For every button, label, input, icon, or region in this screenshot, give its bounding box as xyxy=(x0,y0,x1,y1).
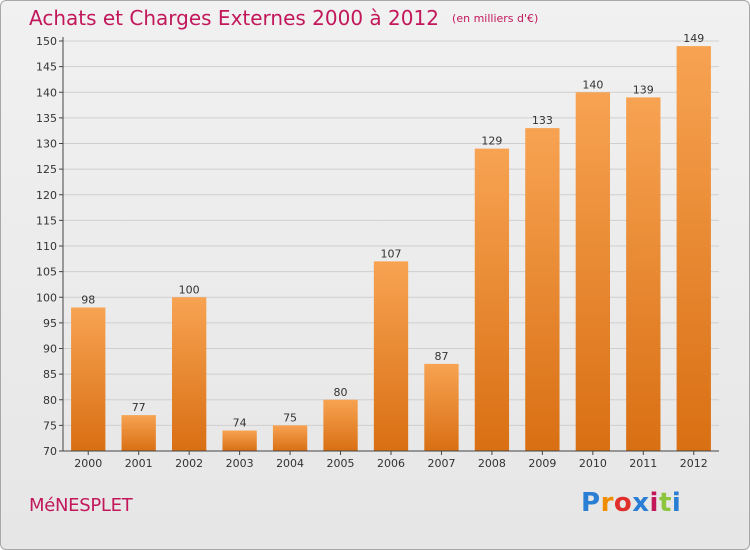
x-tick-label: 2012 xyxy=(680,457,708,470)
bar xyxy=(424,363,459,451)
bar-value-label: 77 xyxy=(132,401,146,414)
bar xyxy=(474,148,510,451)
bar-value-label: 100 xyxy=(179,283,200,296)
y-tick-label: 115 xyxy=(36,214,57,227)
logo-letter: i xyxy=(671,488,682,518)
bar-value-label: 87 xyxy=(434,350,448,363)
chart-title-block: Achats et Charges Externes 2000 à 2012 (… xyxy=(29,6,538,30)
y-tick-label: 70 xyxy=(43,445,57,458)
logo-letter: r xyxy=(600,488,614,518)
chart-subtitle: (en milliers d'€) xyxy=(452,12,539,25)
bar xyxy=(272,425,308,451)
bar-value-label: 149 xyxy=(683,32,704,45)
y-tick-label: 125 xyxy=(36,163,57,176)
bar-value-label: 107 xyxy=(381,247,402,260)
y-tick-label: 130 xyxy=(36,138,57,151)
x-tick-label: 2008 xyxy=(478,457,506,470)
x-tick-label: 2003 xyxy=(226,457,254,470)
x-tick-label: 2009 xyxy=(528,457,556,470)
y-tick-label: 75 xyxy=(43,419,57,432)
x-tick-label: 2005 xyxy=(327,457,355,470)
bar xyxy=(71,307,106,451)
x-tick-label: 2006 xyxy=(377,457,405,470)
bar xyxy=(626,97,661,451)
bar-value-label: 139 xyxy=(633,83,654,96)
y-tick-label: 110 xyxy=(36,240,57,253)
logo-letter: x xyxy=(632,488,650,518)
y-tick-label: 150 xyxy=(36,35,57,48)
x-tick-label: 2001 xyxy=(125,457,153,470)
y-tick-label: 100 xyxy=(36,291,57,304)
logo-letter: i xyxy=(649,488,659,518)
x-tick-label: 2010 xyxy=(579,457,607,470)
bar-value-label: 74 xyxy=(233,417,247,430)
bar-value-label: 75 xyxy=(283,411,297,424)
y-tick-label: 90 xyxy=(43,343,57,356)
x-tick-label: 2004 xyxy=(276,457,304,470)
bar xyxy=(222,430,257,451)
bar-value-label: 140 xyxy=(582,78,603,91)
y-tick-label: 85 xyxy=(43,368,57,381)
x-tick-label: 2007 xyxy=(427,457,455,470)
y-tick-label: 95 xyxy=(43,317,57,330)
bar xyxy=(323,399,358,451)
bar-value-label: 80 xyxy=(334,386,348,399)
bar-value-label: 98 xyxy=(81,294,95,307)
bar xyxy=(373,261,409,451)
chart-title: Achats et Charges Externes 2000 à 2012 xyxy=(29,6,439,30)
commune-name: MéNESPLET xyxy=(29,495,133,516)
x-tick-label: 2011 xyxy=(629,457,657,470)
bar xyxy=(676,46,711,451)
y-tick-label: 135 xyxy=(36,112,57,125)
y-tick-label: 120 xyxy=(36,189,57,202)
y-tick-label: 140 xyxy=(36,86,57,99)
y-tick-label: 105 xyxy=(36,266,57,279)
bar-value-label: 133 xyxy=(532,114,553,127)
logo-letter: t xyxy=(658,488,672,518)
bar xyxy=(575,92,611,451)
bar xyxy=(525,128,560,451)
x-tick-label: 2002 xyxy=(175,457,203,470)
y-tick-label: 145 xyxy=(36,61,57,74)
bar xyxy=(121,415,156,451)
bar xyxy=(171,297,207,451)
bar-value-label: 129 xyxy=(481,135,502,148)
y-tick-label: 80 xyxy=(43,394,57,407)
logo-letter: o xyxy=(613,488,633,518)
x-tick-label: 2000 xyxy=(74,457,102,470)
logo-letter: P xyxy=(581,488,601,518)
